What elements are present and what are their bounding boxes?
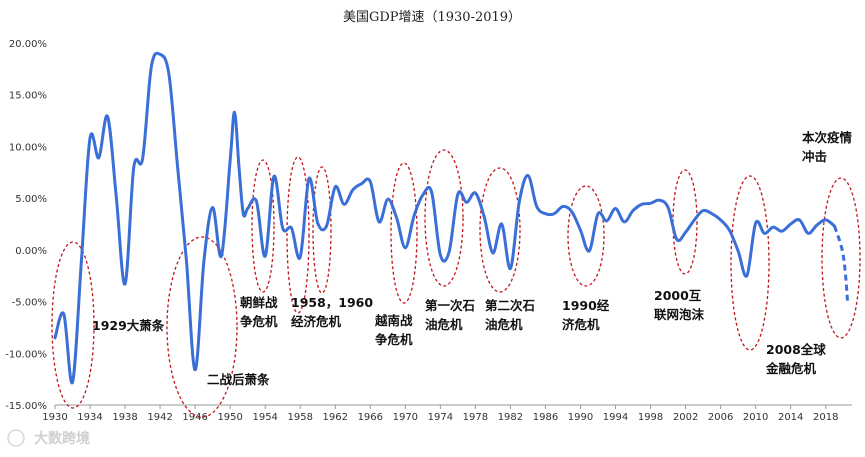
x-tick-label: 2006 xyxy=(708,412,733,423)
x-tick-label: 1934 xyxy=(77,412,102,423)
x-tick-label: 1998 xyxy=(638,412,663,423)
x-tick-label: 1946 xyxy=(182,412,207,423)
x-tick-label: 1982 xyxy=(498,412,523,423)
crisis-highlight-ellipse xyxy=(821,177,861,339)
y-tick-label: 10.00% xyxy=(9,142,47,153)
crisis-highlight-ellipse xyxy=(730,175,770,351)
annotation-label: 2000互联网泡沫 xyxy=(654,288,705,322)
x-tick-label: 1930 xyxy=(42,412,67,423)
y-tick-label: -5.00% xyxy=(12,298,47,309)
crisis-highlight-ellipse xyxy=(286,156,310,314)
x-tick-label: 1974 xyxy=(428,412,453,423)
x-tick-label: 1986 xyxy=(533,412,558,423)
x-tick-label: 1942 xyxy=(147,412,172,423)
crisis-highlight-ellipse xyxy=(479,167,521,293)
chart-title: 美国GDP增速（1930-2019） xyxy=(343,10,521,25)
annotation-label: 2008全球金融危机 xyxy=(765,342,826,376)
x-tick-label: 2010 xyxy=(743,412,768,423)
annotation-label: 第二次石油危机 xyxy=(485,298,535,332)
annotation-label: 1990经济危机 xyxy=(562,298,610,332)
annotation-label: 二战后萧条 xyxy=(207,372,270,387)
crisis-highlight-ellipse xyxy=(567,185,605,287)
x-tick-label: 2014 xyxy=(778,412,803,423)
x-tick-label: 1966 xyxy=(358,412,383,423)
annotation-label: 越南战争危机 xyxy=(374,313,413,347)
x-tick-label: 1954 xyxy=(252,412,277,423)
crisis-highlight-ellipse xyxy=(166,236,238,418)
highlight-ellipses xyxy=(51,149,861,418)
crisis-highlight-ellipse xyxy=(251,159,275,293)
watermark-logo-icon xyxy=(7,429,25,447)
crisis-highlight-ellipse xyxy=(312,166,332,294)
x-tick-label: 1970 xyxy=(393,412,418,423)
x-tick-label: 2018 xyxy=(813,412,838,423)
y-tick-label: -10.00% xyxy=(5,349,47,360)
x-tick-label: 1962 xyxy=(323,412,348,423)
annotation-label: 第一次石油危机 xyxy=(425,298,475,332)
x-tick-label: 1938 xyxy=(112,412,137,423)
covid-forecast-line xyxy=(833,225,850,302)
watermark-text: 大数跨境 xyxy=(34,430,90,447)
series-group xyxy=(53,51,850,385)
x-tick-label: 2002 xyxy=(673,412,698,423)
annotation-label: 本次疫情冲击 xyxy=(802,130,853,164)
annotation-label: 朝鲜战争危机 xyxy=(240,295,278,329)
x-tick-label: 1978 xyxy=(463,412,488,423)
y-tick-label: 5.00% xyxy=(15,194,47,205)
axes: 1930 1934 1938 1942 1946 1950 1954 1958 1962 1966… xyxy=(5,39,852,423)
y-tick-label: 15.00% xyxy=(9,91,47,102)
annotation-label: 1958，1960 经济危机 xyxy=(291,295,373,329)
gdp-growth-line xyxy=(53,51,836,385)
x-tick-label: 1990 xyxy=(568,412,593,423)
x-tick-label: 1958 xyxy=(288,412,313,423)
crisis-highlight-ellipse xyxy=(390,162,418,304)
crisis-highlight-ellipse xyxy=(424,149,464,287)
x-tick-label: 1950 xyxy=(217,412,242,423)
watermark: 大数跨境 xyxy=(7,429,90,447)
x-tick-label: 1994 xyxy=(603,412,628,423)
crisis-highlight-ellipse xyxy=(51,241,95,409)
y-tick-label: 20.00% xyxy=(9,39,47,50)
y-tick-label: 0.00% xyxy=(15,246,47,257)
annotation-label: 1929大萧条 xyxy=(92,318,165,333)
y-tick-label: -15.00% xyxy=(5,401,47,412)
